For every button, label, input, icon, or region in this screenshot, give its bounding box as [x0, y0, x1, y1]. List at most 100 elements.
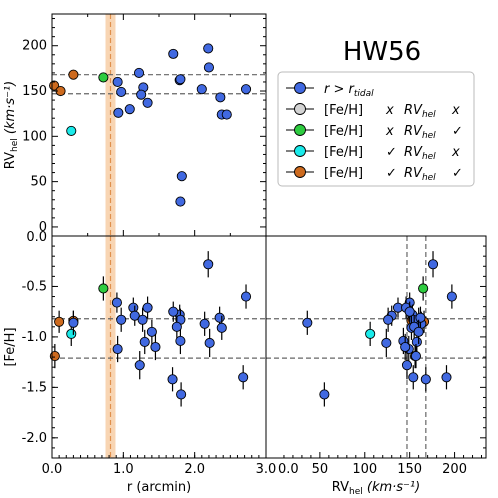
feh-point-17 [175, 335, 186, 346]
feh-rv-point-32 [408, 372, 419, 383]
rv-point-18 [203, 43, 214, 54]
legend-rv-sub: hel [422, 131, 436, 141]
legend-check-rv-1: x [451, 103, 460, 118]
legend-marker-3 [294, 145, 306, 157]
feh-point-13 [167, 374, 178, 385]
feh-point-5 [111, 297, 122, 308]
rv-bottom-axis-label-unit: (km·s⁻¹) [363, 480, 420, 495]
rv-point-4 [98, 72, 109, 83]
r-tick-label-0: 0.0 [42, 462, 63, 477]
legend-marker-4 [294, 166, 306, 178]
rv-bottom-axis-label: RVhel (km·s⁻¹) [332, 480, 420, 497]
feh-rv-point-23 [446, 291, 457, 302]
feh-point-10 [137, 314, 148, 325]
legend-check-rv-3: x [451, 145, 460, 160]
rv-bottom-axis-label-main: RV [332, 480, 349, 495]
rv-point-7 [113, 107, 124, 118]
feh-point-6 [116, 314, 127, 325]
feh-point-18 [203, 259, 214, 270]
rv-tick-label-1: 50 [30, 175, 47, 190]
legend-rv-main: RV [404, 103, 423, 118]
panel-feh-vs-rv: 50 100 150 200 0.0 RVhel (km·s⁻¹) [265, 235, 487, 497]
rv-point-13 [168, 48, 179, 59]
legend-rv-sub: hel [422, 152, 436, 162]
feh-tick-label-2: -1.5 [22, 380, 47, 395]
r-tick-label-2: 2.0 [184, 462, 205, 477]
legend: r > rtidal[Fe/H] x RVhel x[Fe/H] x RVhel ✓[Fe/… [277, 71, 475, 187]
feh-point-19 [199, 318, 210, 329]
legend-label-3: [Fe/H] [324, 145, 363, 160]
legend-rv-2: RVhel [404, 124, 436, 141]
feh-rv-point-30 [400, 341, 411, 353]
panel-legend: HW56 r > rtidal[Fe/H] x RVhel x[Fe/H] x RVhel… [277, 37, 475, 187]
rv-tick-label-3: 150 [22, 84, 47, 99]
feh-point-24 [238, 372, 249, 383]
feh-rv-point-10 [383, 314, 394, 325]
panel-feh-vs-rv-plot: 50 100 150 200 0.0 RVhel (km·s⁻¹) [265, 235, 487, 497]
rv-axis-label: RVhel (km·s⁻¹) [3, 81, 20, 169]
rv-point-8 [124, 104, 135, 115]
rv-bottom-axis-label-sub: hel [349, 487, 363, 497]
rv-point-5 [112, 76, 123, 88]
feh-point-25 [68, 317, 79, 328]
rv-point-21 [215, 92, 226, 103]
panel-rv-vs-r-plot: 0 50 100 150 200 RVhel (km·s⁻¹) [3, 13, 267, 237]
feh-point-28 [139, 336, 150, 348]
legend-rv-3: RVhel [404, 145, 436, 162]
legend-rv-sub: hel [422, 110, 436, 120]
panel-feh-vs-r: 0.0 -0.5 -1.0 -1.5 -2.0 0.0 1.0 2.0 3.0 r (arcmin… [3, 230, 276, 495]
feh-rv-point-18 [427, 259, 439, 270]
r-tick-label-extra: 0.0 [278, 462, 299, 477]
feh-point-29 [146, 326, 157, 337]
feh-tick-label-3: -2.0 [22, 431, 47, 446]
feh-point-11 [142, 302, 153, 313]
rv-axis-label-unit: (km·s⁻¹) [3, 81, 18, 138]
rv-point-23 [221, 109, 232, 120]
legend-label-main: [Fe/H] [324, 124, 363, 139]
rv-point-15 [175, 74, 186, 85]
r-tick-label-1: 1.0 [113, 462, 134, 477]
feh-tick-label-1: -1.0 [22, 330, 47, 345]
rv-point-6 [116, 86, 127, 97]
feh-point-12 [134, 360, 145, 371]
legend-rv-main: RV [404, 145, 423, 160]
feh-point-3 [66, 328, 77, 339]
rv-axis-label-main: RV [3, 152, 18, 169]
legend-frame [277, 71, 475, 187]
feh-rv-point-25 [302, 317, 313, 328]
feh-rv-point-31 [410, 351, 422, 362]
r-tick-label-3: 3.0 [256, 462, 277, 477]
feh-point-27 [171, 321, 182, 332]
legend-rv-4: RVhel [404, 166, 436, 183]
legend-label-main: r > r [324, 82, 356, 97]
legend-check-feh-2: x [385, 124, 394, 139]
feh-rv-point-13 [420, 374, 431, 385]
feh-tick-label-0: -0.5 [22, 279, 47, 294]
feh-point-8 [128, 302, 139, 313]
rv-bottom-tick-label-1: 100 [352, 462, 377, 477]
feh-axis-label: [Fe/H] [3, 327, 18, 366]
rv-tick-label-4: 200 [22, 39, 47, 54]
feh-rv-point-12 [401, 360, 413, 371]
panel-rv-vs-r: 0 50 100 150 200 RVhel (km·s⁻¹) [3, 13, 267, 237]
feh-rv-point-20 [381, 337, 392, 349]
frame-rv-vs-r [51, 13, 267, 237]
feh-rv-point-28 [411, 336, 422, 348]
feh-rv-point-24 [441, 372, 452, 383]
feh-point-22 [216, 322, 227, 333]
legend-check-rv-4: ✓ [452, 166, 463, 181]
feh-point-30 [150, 341, 161, 353]
legend-label-1: [Fe/H] [324, 103, 363, 118]
legend-rv-sub: hel [422, 173, 436, 183]
tidal-radius-band [105, 14, 116, 236]
legend-check-rv-2: ✓ [452, 124, 463, 139]
rv-point-9 [133, 67, 145, 78]
feh-point-1 [54, 316, 65, 327]
rv-bottom-tick-label-3: 200 [442, 462, 467, 477]
feh-point-16 [176, 389, 187, 400]
feh-point-0 [49, 351, 60, 362]
legend-label-2: [Fe/H] [324, 124, 363, 139]
feh-rv-point-26 [404, 306, 415, 317]
feh-point-7 [112, 343, 123, 355]
